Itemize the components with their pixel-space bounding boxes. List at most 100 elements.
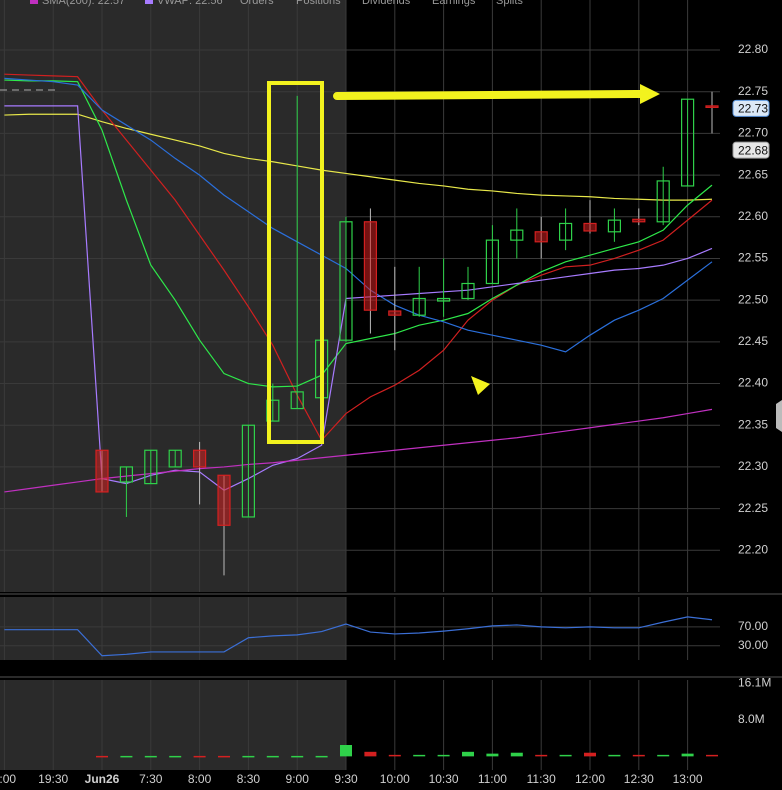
volume-bar [608,754,621,757]
candle-body [485,239,499,285]
candle-body [168,449,182,468]
candle-body [412,297,426,316]
x-tick-label: 10:30 [429,772,459,786]
tab[interactable]: Splits [496,0,523,7]
indicator-line [4,79,713,388]
volume-bar [242,755,255,758]
volume-bar [364,751,377,757]
cursor [471,376,490,395]
y-tick-label: 22.20 [738,542,768,556]
candle-body [558,222,573,241]
tab[interactable]: Dividends [362,0,411,7]
y-tick-label: 22.70 [738,126,768,140]
volume-bar [388,754,401,757]
volume-bar [340,745,352,757]
arrow-shaft [333,90,648,100]
candle-body [266,399,280,422]
x-tick-label: 19:30 [38,772,68,786]
y-tick-label: 22.65 [738,167,768,181]
price-tag-label: 22.68 [738,143,768,157]
candle-body [680,98,695,187]
volume-bar [218,755,230,758]
candle-body [290,391,304,410]
legend-swatch [145,0,153,4]
candle-body [217,474,231,526]
volume-bar [266,755,279,758]
candle-body [705,105,719,108]
premarket-shade [0,597,346,660]
toolbar: SMA(200): 22.57 VWAP: 22.56 Orders Position… [30,0,523,7]
x-tick-label: 9:00 [286,772,310,786]
x-tick-label: 10:00 [380,772,410,786]
legend-label: SMA(200): 22.57 [42,0,125,7]
y-tick-label: 30.00 [738,638,768,652]
candle-body [95,449,109,493]
y-tick-label: 22.35 [738,417,768,431]
volume-bar [706,754,718,757]
marks-layer [4,73,719,758]
user-drawings [267,81,660,444]
x-tick-label: 9:00 [0,772,16,786]
volume-bar [510,752,523,757]
volume-bar [559,754,572,757]
candle-body [363,221,377,311]
volume-bar [681,753,694,757]
x-tick-label: 9:30 [334,772,358,786]
candle-body [583,222,597,232]
candle-body [144,449,158,485]
volume-bar [169,755,182,758]
indicator-line [4,408,713,493]
candle-body [656,180,670,223]
candle-body [241,424,255,518]
legend-swatch [30,0,38,4]
candle-body [632,218,646,223]
tab[interactable]: Earnings [432,0,476,7]
tab[interactable]: Positions [296,0,341,7]
indicator-line [4,77,713,353]
y-tick-label: 22.30 [738,459,768,473]
volume-bar [535,754,548,757]
volume-bar [291,755,304,758]
x-tick-label: 12:30 [624,772,654,786]
y-tick-label: 22.60 [738,209,768,223]
y-tick-label: 22.55 [738,251,768,265]
volume-bar [315,755,328,758]
y-tick-label: 22.45 [738,334,768,348]
candle-body [437,297,451,302]
volume-bar [632,754,645,757]
candle-body [193,449,207,468]
volume-bar [657,754,670,757]
tab[interactable]: Orders [240,0,274,7]
x-tick-label: Jun26 [85,772,120,786]
rsi-line [4,616,713,657]
labels-layer: 9:00 19:30 Jun26 7:30 8:00 8:30 9:00 9:30 10:00 1… [0,42,771,786]
y-tick-label: 22.50 [738,292,768,306]
volume-bar [144,755,157,758]
y-tick-label: 22.25 [738,501,768,515]
candle-body [461,282,475,300]
candle-body [388,310,402,316]
price-tag [732,99,770,117]
grid-layer [0,0,720,770]
volume-bar [486,753,499,757]
x-tick-label: 13:00 [673,772,703,786]
x-tick-label: 8:00 [188,772,212,786]
volume-bar [96,755,108,758]
indicator-line [4,113,713,201]
volume-bar [462,751,474,757]
x-tick-label: 11:30 [527,772,556,786]
candle-body [339,221,353,341]
x-tick-label: 7:30 [139,772,163,786]
candle-body [607,219,622,233]
x-tick-label: 11:00 [478,772,507,786]
price-tag-label: 22.73 [738,102,768,116]
volume-bar [413,754,426,757]
scroll-handle[interactable] [776,400,782,432]
y-tick-label: 16.1M [738,675,771,689]
indicator-line [4,105,713,491]
arrow-head [640,84,660,104]
x-tick-label: 12:00 [575,772,605,786]
premarket-shade [0,680,346,770]
y-tick-label: 22.40 [738,376,768,390]
